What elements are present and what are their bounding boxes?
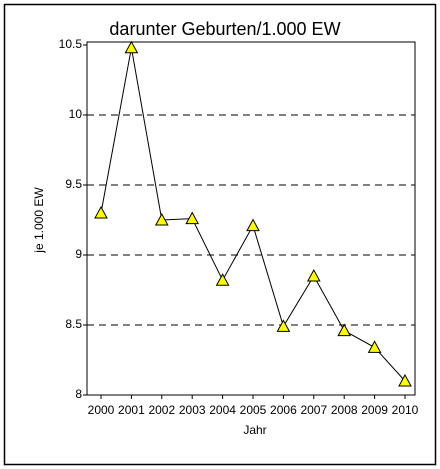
- marker: [367, 340, 382, 353]
- x-tick-label: 2007: [300, 403, 327, 417]
- marker: [94, 205, 108, 219]
- marker: [306, 268, 321, 282]
- x-tick-label: 2006: [270, 403, 297, 417]
- y-axis-label: je 1.000 EW: [32, 187, 46, 254]
- marker: [215, 273, 230, 286]
- y-tick-label: 8: [75, 387, 82, 401]
- marker: [185, 211, 200, 225]
- x-tick-label: 2010: [392, 403, 419, 417]
- x-tick-label: 2003: [179, 403, 206, 417]
- line: [100, 47, 406, 382]
- x-tick-label: 2004: [209, 403, 236, 417]
- marker: [337, 323, 352, 337]
- x-tick-label: 2005: [240, 403, 267, 417]
- x-axis-label: Jahr: [243, 423, 266, 437]
- marker: [154, 212, 169, 226]
- outer-border: [3, 3, 437, 466]
- chart-title: darunter Geburten/1.000 EW: [109, 19, 340, 39]
- x-tick-label: 2002: [148, 403, 175, 417]
- x-tick-label: 2001: [118, 403, 145, 417]
- y-tick-label: 9: [75, 247, 82, 261]
- y-tick-label: 10.5: [59, 37, 83, 51]
- x-tick-label: 2000: [88, 403, 115, 417]
- plot-frame: [86, 41, 416, 396]
- x-tick-label: 2008: [331, 403, 358, 417]
- marker: [124, 40, 139, 54]
- marker: [398, 373, 412, 387]
- marker: [246, 218, 260, 232]
- marker: [276, 319, 291, 332]
- y-tick-label: 9.5: [65, 177, 82, 191]
- y-tick-label: 8.5: [65, 317, 82, 331]
- y-tick-label: 10: [69, 107, 83, 121]
- x-tick-label: 2009: [361, 403, 388, 417]
